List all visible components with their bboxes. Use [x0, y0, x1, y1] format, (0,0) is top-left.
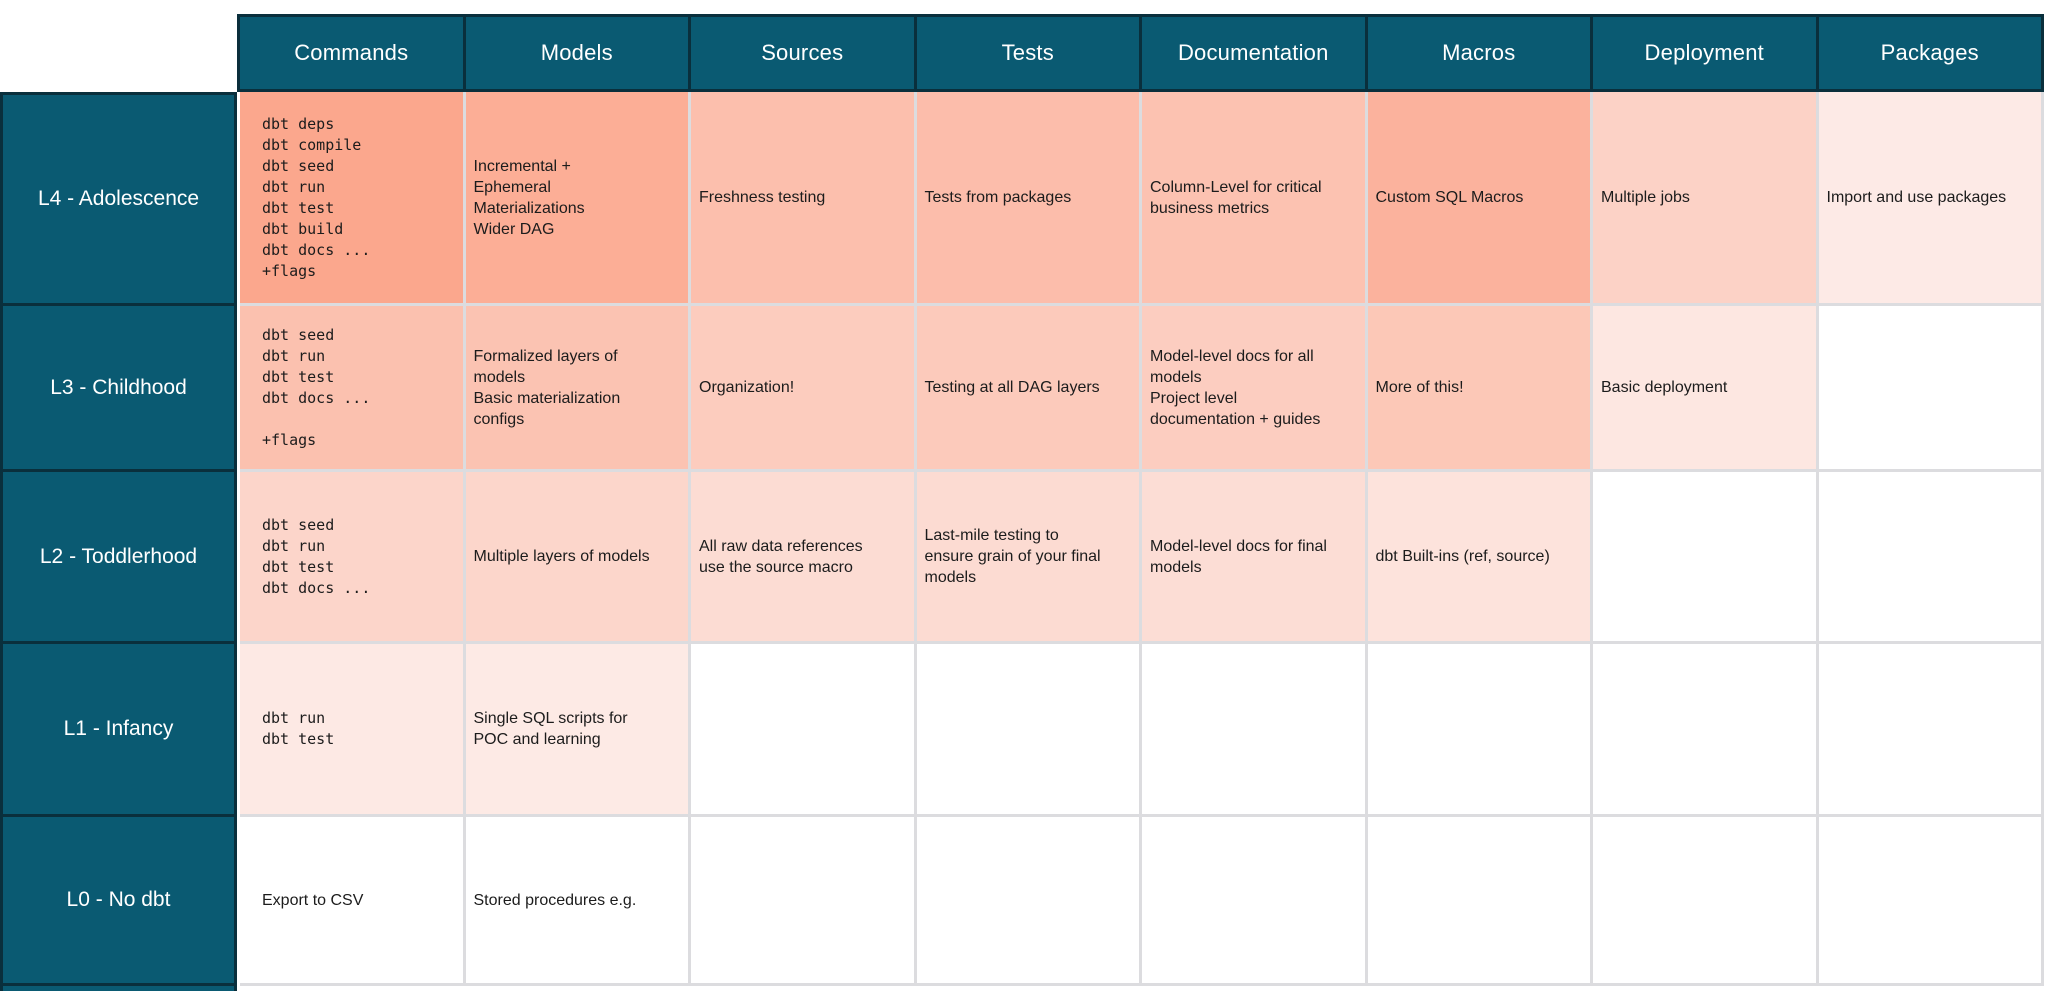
- cell-l0-tests: [916, 817, 1139, 983]
- table-body: dbt deps dbt compile dbt seed dbt run db…: [240, 92, 2044, 986]
- cell-text: All raw data references use the source m…: [699, 537, 863, 576]
- cell-text: Single SQL scripts for POC and learning: [473, 710, 628, 748]
- column-header-packages: Packages: [1818, 17, 2041, 89]
- cell-l2-packages: [1818, 472, 2041, 641]
- cell-text: [1368, 725, 1380, 733]
- cell-text: Custom SQL Macros: [1375, 189, 1524, 206]
- cell-text: [1368, 896, 1380, 904]
- column-header-sources: Sources: [691, 17, 914, 89]
- cell-l1-deployment: [1593, 644, 1816, 814]
- cell-l0-documentation: [1142, 817, 1365, 983]
- cell-text: [691, 896, 703, 904]
- cell-l1-documentation: [1142, 644, 1365, 814]
- cell-l0-packages: [1818, 817, 2041, 983]
- cell-text: Testing at all DAG layers: [924, 379, 1100, 396]
- cell-l2-models: Multiple layers of models: [465, 472, 688, 641]
- row-label-l2-toddlerhood: L2 - Toddlerhood: [3, 472, 234, 641]
- cell-l0-sources: [691, 817, 914, 983]
- row-label-column: L4 - Adolescence L3 - Childhood L2 - Toddl…: [0, 92, 237, 991]
- cell-text: [691, 725, 703, 733]
- cell-l3-models: Formalized layers of models Basic materi…: [465, 306, 688, 469]
- cell-text: [1142, 725, 1154, 733]
- cell-text: [1819, 896, 1831, 904]
- cell-text: [1593, 896, 1605, 904]
- cell-l3-macros: More of this!: [1367, 306, 1590, 469]
- cell-text: [1593, 725, 1605, 733]
- cell-text: [1142, 896, 1154, 904]
- column-header-macros: Macros: [1367, 17, 1590, 89]
- cell-l3-tests: Testing at all DAG layers: [916, 306, 1139, 469]
- cell-l1-sources: [691, 644, 914, 814]
- cell-text: Organization!: [699, 379, 795, 396]
- cell-l4-deployment: Multiple jobs: [1593, 92, 1816, 303]
- cell-text: Model-level docs for all models Project …: [1150, 347, 1321, 428]
- cell-text: dbt run dbt test: [262, 709, 335, 748]
- cell-text: [1819, 384, 1831, 392]
- column-header-models: Models: [465, 17, 688, 89]
- row-label-l1-infancy: L1 - Infancy: [3, 644, 234, 814]
- cell-text: Multiple jobs: [1601, 189, 1690, 206]
- cell-text: Stored procedures e.g.: [473, 891, 637, 909]
- column-header-row: Commands Models Sources Tests Documentation M…: [237, 14, 2044, 92]
- cell-text: Basic deployment: [1601, 379, 1728, 396]
- cell-l0-commands: Export to CSV: [240, 817, 463, 983]
- cell-text: Incremental + Ephemeral Materializations…: [473, 157, 585, 238]
- cell-text: Freshness testing: [699, 189, 826, 206]
- cell-l1-commands: dbt run dbt test: [240, 644, 463, 814]
- cell-l4-documentation: Column-Level for critical business metri…: [1142, 92, 1365, 303]
- cell-l3-packages: [1818, 306, 2041, 469]
- cell-l1-macros: [1367, 644, 1590, 814]
- row-label-l0-no-dbt: L0 - No dbt: [3, 817, 234, 983]
- cell-l1-models: Single SQL scripts for POC and learning: [465, 644, 688, 814]
- cell-text: [1819, 553, 1831, 561]
- column-header-commands: Commands: [240, 17, 463, 89]
- row-label-l4-adolescence: L4 - Adolescence: [3, 95, 234, 303]
- cell-text: [1819, 725, 1831, 733]
- cell-l2-commands: dbt seed dbt run dbt test dbt docs ...: [240, 472, 463, 641]
- cell-l2-deployment: [1593, 472, 1816, 641]
- cell-l4-sources: Freshness testing: [691, 92, 914, 303]
- cell-l2-tests: Last-mile testing to ensure grain of you…: [916, 472, 1139, 641]
- cell-text: Last-mile testing to ensure grain of you…: [924, 527, 1101, 586]
- cell-text: Column-Level for critical business metri…: [1150, 178, 1322, 217]
- cell-l3-sources: Organization!: [691, 306, 914, 469]
- cell-text: dbt seed dbt run dbt test dbt docs ... +…: [262, 325, 371, 449]
- cell-text: [1593, 553, 1605, 561]
- cell-l0-models: Stored procedures e.g.: [465, 817, 688, 983]
- cell-text: Multiple layers of models: [473, 548, 650, 565]
- column-header-tests: Tests: [916, 17, 1139, 89]
- cutoff-row-label: [3, 986, 234, 991]
- cell-text: [917, 896, 929, 904]
- cell-l3-commands: dbt seed dbt run dbt test dbt docs ... +…: [240, 306, 463, 469]
- cell-text: Formalized layers of models Basic materi…: [473, 347, 621, 428]
- cell-l1-tests: [916, 644, 1139, 814]
- cell-l2-macros: dbt Built-ins (ref, source): [1367, 472, 1590, 641]
- cell-l2-sources: All raw data references use the source m…: [691, 472, 914, 641]
- cell-text: dbt seed dbt run dbt test dbt docs ...: [262, 515, 371, 597]
- column-header-deployment: Deployment: [1593, 17, 1816, 89]
- cell-text: Import and use packages: [1826, 189, 2007, 206]
- cell-text: [917, 725, 929, 733]
- column-header-documentation: Documentation: [1142, 17, 1365, 89]
- cell-l3-deployment: Basic deployment: [1593, 306, 1816, 469]
- cell-l2-documentation: Model-level docs for final models: [1142, 472, 1365, 641]
- cell-text: dbt Built-ins (ref, source): [1375, 548, 1550, 565]
- cell-text: More of this!: [1375, 379, 1464, 396]
- cell-text: dbt deps dbt compile dbt seed dbt run db…: [262, 114, 371, 280]
- cell-l4-tests: Tests from packages: [916, 92, 1139, 303]
- cell-l4-macros: Custom SQL Macros: [1367, 92, 1590, 303]
- cell-text: Tests from packages: [924, 189, 1072, 206]
- cell-l4-commands: dbt deps dbt compile dbt seed dbt run db…: [240, 92, 463, 303]
- cell-l1-packages: [1818, 644, 2041, 814]
- cell-text: Export to CSV: [262, 891, 364, 909]
- row-label-l3-childhood: L3 - Childhood: [3, 306, 234, 469]
- cell-l4-packages: Import and use packages: [1818, 92, 2041, 303]
- cell-l3-documentation: Model-level docs for all models Project …: [1142, 306, 1365, 469]
- cell-l4-models: Incremental + Ephemeral Materializations…: [465, 92, 688, 303]
- cell-l0-macros: [1367, 817, 1590, 983]
- cell-l0-deployment: [1593, 817, 1816, 983]
- cell-text: Model-level docs for final models: [1150, 537, 1327, 576]
